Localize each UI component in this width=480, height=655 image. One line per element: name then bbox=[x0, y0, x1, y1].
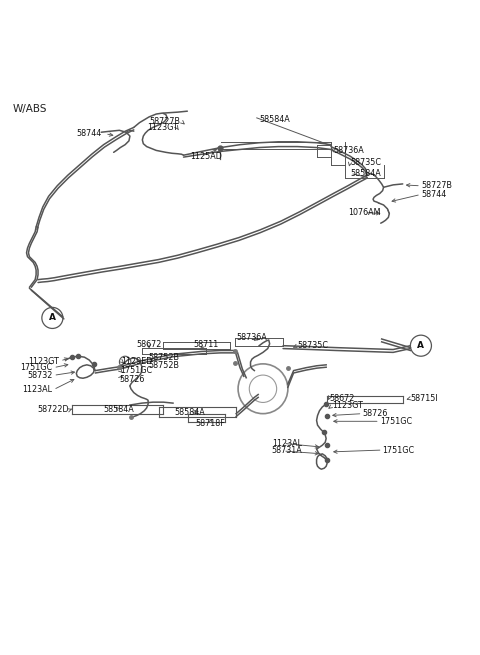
Text: 1751GC: 1751GC bbox=[380, 417, 412, 426]
Text: 1125AD: 1125AD bbox=[191, 152, 222, 160]
Text: 58726: 58726 bbox=[120, 375, 145, 384]
Text: 58584A: 58584A bbox=[175, 408, 205, 417]
Text: 58726: 58726 bbox=[362, 409, 388, 418]
Text: 1751GC: 1751GC bbox=[383, 445, 415, 455]
Text: 58752B: 58752B bbox=[148, 352, 179, 362]
Text: 58735C: 58735C bbox=[298, 341, 328, 350]
Text: 58672: 58672 bbox=[329, 394, 354, 403]
Text: 58744: 58744 bbox=[76, 129, 101, 138]
Text: 58732: 58732 bbox=[27, 371, 52, 380]
Text: 1076AM: 1076AM bbox=[348, 208, 381, 217]
Text: 58711: 58711 bbox=[194, 340, 219, 348]
Text: 58672: 58672 bbox=[136, 340, 162, 348]
Text: 58584A: 58584A bbox=[350, 169, 381, 178]
Text: 58752B: 58752B bbox=[148, 362, 179, 370]
Text: 1123AL: 1123AL bbox=[272, 439, 302, 448]
Text: 58584A: 58584A bbox=[259, 115, 290, 124]
Text: 58731A: 58731A bbox=[272, 447, 302, 455]
Text: A: A bbox=[49, 314, 56, 322]
Text: 58727B: 58727B bbox=[422, 181, 453, 191]
Text: 1123AL: 1123AL bbox=[23, 385, 52, 394]
Text: 58715I: 58715I bbox=[410, 394, 438, 403]
Text: 58727B: 58727B bbox=[149, 117, 180, 126]
Text: 58735C: 58735C bbox=[350, 158, 381, 167]
Text: 1751GC: 1751GC bbox=[20, 364, 52, 372]
Text: 58584A: 58584A bbox=[103, 405, 134, 415]
Text: A: A bbox=[418, 341, 424, 350]
Text: 1123GT: 1123GT bbox=[147, 123, 178, 132]
Text: 1751GC: 1751GC bbox=[120, 366, 153, 375]
Text: 1123GT: 1123GT bbox=[332, 402, 363, 411]
Text: 1123GT: 1123GT bbox=[28, 356, 59, 365]
Text: W/ABS: W/ABS bbox=[12, 103, 47, 113]
Text: 1129ED: 1129ED bbox=[121, 356, 153, 365]
Text: 58736A: 58736A bbox=[237, 333, 267, 341]
Text: 58718F: 58718F bbox=[195, 419, 225, 428]
Text: 58744: 58744 bbox=[422, 190, 447, 199]
Text: 58722D: 58722D bbox=[37, 405, 69, 415]
Text: 58736A: 58736A bbox=[333, 146, 364, 155]
